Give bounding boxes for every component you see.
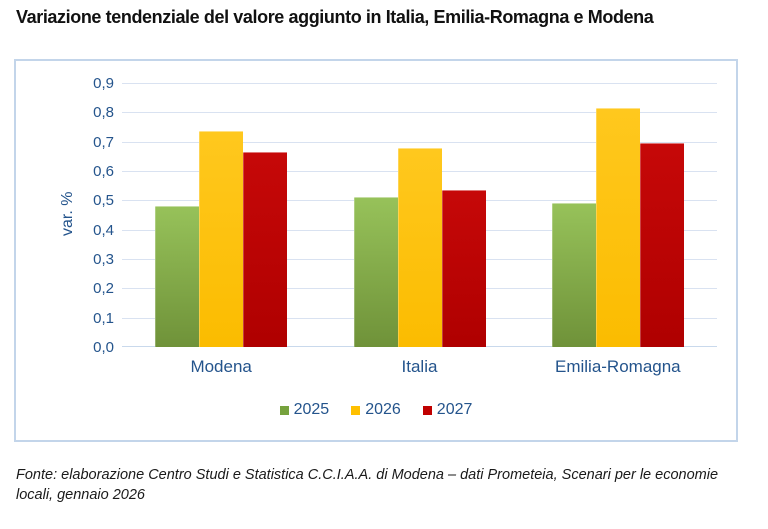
chart-panel: var. % 0,0 0,1 0,2 0,3 0,4 0,5 0,6 0,7 0,8 0,9 Mo… [14,59,738,442]
gridline [122,112,717,114]
y-tick-label: 0,9 [93,75,114,92]
source-note: Fonte: elaborazione Centro Studi e Stati… [16,465,761,505]
y-tick-label: 0,8 [93,104,114,122]
bar-2026-emilia-romagna [595,107,640,347]
legend-label: 2027 [436,401,473,418]
source-note-line: locali, gennaio 2026 [16,487,145,503]
legend-swatch-icon [351,405,361,415]
y-tick-label: 0,4 [93,221,114,239]
y-tick-label: 0,3 [93,251,114,268]
y-tick-label: 0,1 [93,309,114,327]
bar-2026-modena [199,131,244,347]
bar-2027-modena [243,151,288,347]
gridline [122,141,717,143]
plot-area [122,83,717,347]
y-tick-label: 0,2 [93,280,114,298]
x-category-label: Italia [401,357,438,376]
bar-2025-emilia-romagna [551,203,596,347]
y-tick-label: 0,7 [93,133,114,151]
legend-swatch-icon [422,405,432,415]
bar-2025-modena [155,206,200,347]
chart-title: Variazione tendenziale del valore aggiun… [16,7,654,27]
gridline [122,83,717,84]
legend-label: 2025 [293,401,330,418]
y-tick-label: 0,5 [93,192,114,210]
y-tick-label: 0,0 [93,339,114,356]
legend-label: 2026 [365,401,401,418]
legend: 2025 2026 2027 [16,401,736,419]
bar-2027-emilia-romagna [639,143,684,347]
x-category-label: Emilia-Romagna [554,357,681,376]
bar-2027-italia [441,190,486,347]
legend-item-2025: 2025 [279,401,330,419]
legend-item-2027: 2027 [422,401,473,419]
x-category-label: Modena [190,357,252,376]
bar-2025-italia [353,197,398,347]
source-note-line: Fonte: elaborazione Centro Studi e Stati… [16,467,719,483]
y-tick-label: 0,6 [93,163,114,180]
legend-item-2026: 2026 [351,401,401,419]
legend-swatch-icon [279,405,289,415]
bar-2026-italia [397,147,442,347]
